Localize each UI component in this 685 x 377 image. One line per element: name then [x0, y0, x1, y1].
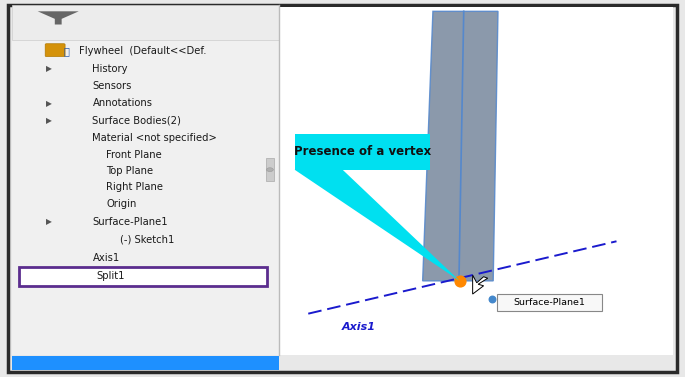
Text: Axis1: Axis1: [341, 322, 375, 332]
Text: Material <not specified>: Material <not specified>: [92, 133, 217, 143]
Bar: [266, 158, 274, 181]
Polygon shape: [473, 275, 488, 294]
Text: (-) Sketch1: (-) Sketch1: [120, 234, 174, 244]
Bar: [12, 7, 279, 355]
Text: Top Plane: Top Plane: [106, 166, 153, 176]
Text: Surface-Plane1: Surface-Plane1: [92, 217, 168, 227]
Text: Split1: Split1: [96, 271, 125, 281]
Bar: [12, 356, 279, 370]
Text: Right Plane: Right Plane: [106, 182, 163, 192]
Text: ▶: ▶: [47, 116, 52, 125]
Text: Axis1: Axis1: [92, 253, 120, 263]
Text: Surface-Plane1: Surface-Plane1: [514, 298, 585, 307]
Polygon shape: [38, 11, 79, 25]
Text: 🎓: 🎓: [64, 46, 69, 56]
FancyBboxPatch shape: [497, 294, 602, 311]
Text: History: History: [92, 64, 128, 74]
Text: Flywheel  (Default<<Def.: Flywheel (Default<<Def.: [79, 46, 206, 56]
Bar: [12, 5, 279, 40]
Bar: [279, 7, 673, 355]
Bar: [295, 134, 430, 170]
Text: Surface Bodies(2): Surface Bodies(2): [92, 116, 182, 126]
Text: Origin: Origin: [106, 199, 136, 209]
Point: [486, 296, 497, 302]
Text: Annotations: Annotations: [92, 98, 153, 108]
FancyBboxPatch shape: [45, 44, 65, 57]
Text: ▶: ▶: [47, 99, 52, 108]
Polygon shape: [423, 11, 498, 281]
Text: Sensors: Sensors: [92, 81, 132, 91]
Text: ▶: ▶: [47, 64, 52, 73]
Polygon shape: [295, 170, 460, 281]
Circle shape: [266, 168, 273, 172]
Bar: [19, 267, 267, 286]
Point: [454, 278, 465, 284]
Text: ▶: ▶: [47, 217, 52, 226]
Text: Front Plane: Front Plane: [106, 150, 162, 160]
Text: Presence of a vertex: Presence of a vertex: [294, 145, 431, 158]
